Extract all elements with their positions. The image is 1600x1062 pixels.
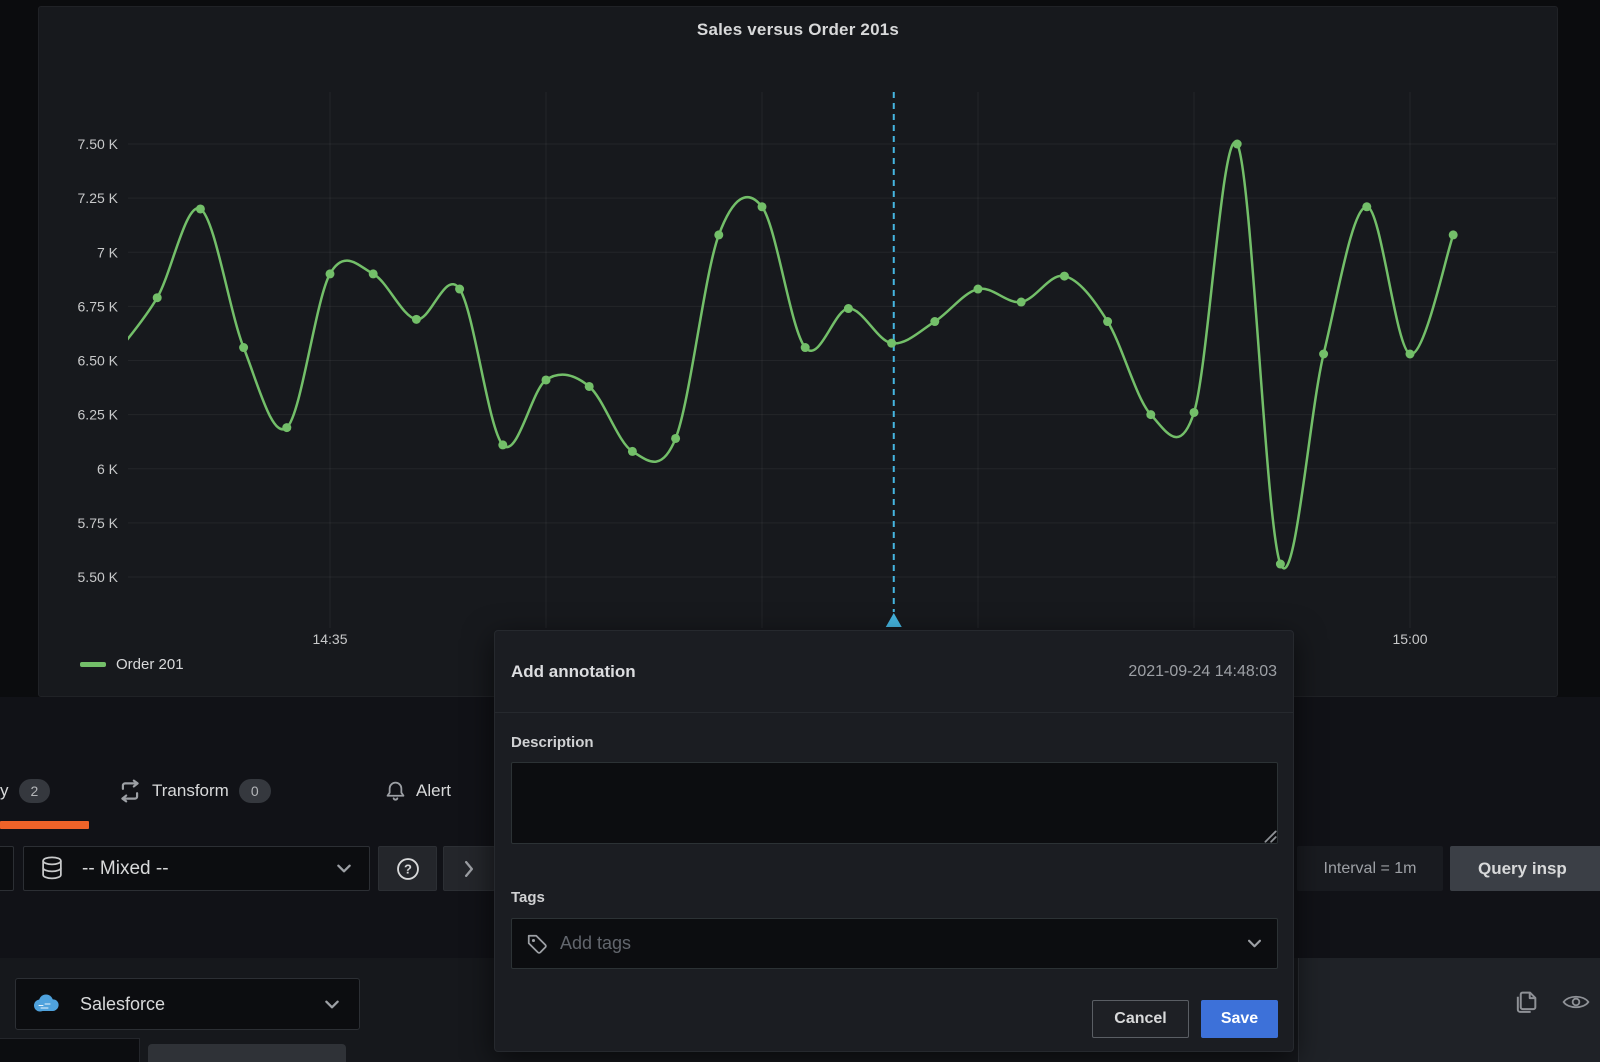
legend-series-label: Order 201 xyxy=(116,656,184,673)
database-icon xyxy=(40,855,64,883)
data-point xyxy=(714,230,724,240)
data-point xyxy=(1362,202,1372,212)
annotation-marker-arrow[interactable] xyxy=(885,613,902,627)
description-input[interactable] xyxy=(511,762,1278,844)
y-axis-tick-label: 7.25 K xyxy=(78,190,119,206)
clipped-control-bottom-left[interactable] xyxy=(0,1038,140,1062)
chart-panel xyxy=(38,6,1558,697)
chevron-down-icon xyxy=(325,1000,339,1009)
chart-canvas[interactable]: 7.50 K 7.25 K 7 K 6.75 K 6.50 K 6.25 K 6 K 5.75… xyxy=(0,0,1600,697)
active-tab-indicator xyxy=(0,821,89,829)
data-point xyxy=(411,314,421,324)
chevron-right-icon xyxy=(464,860,474,877)
datasource-picker-value: -- Mixed -- xyxy=(82,857,169,879)
y-axis-tick-label: 5.50 K xyxy=(78,569,119,585)
query-datasource-picker[interactable]: Salesforce xyxy=(15,978,360,1030)
tab-query-partial-label: y xyxy=(0,781,9,800)
data-point xyxy=(498,440,508,450)
data-point xyxy=(325,269,335,279)
data-point xyxy=(1232,139,1242,149)
data-point xyxy=(843,304,853,314)
y-axis-tick-label: 6.50 K xyxy=(78,353,119,369)
query-count-badge: 2 xyxy=(18,779,51,803)
salesforce-logo-icon xyxy=(30,992,62,1016)
expand-row-button[interactable] xyxy=(443,846,495,891)
data-point xyxy=(671,433,681,443)
hide-query-eye-icon[interactable] xyxy=(1562,992,1590,1012)
description-label: Description xyxy=(511,734,594,751)
legend-series-swatch xyxy=(80,662,106,667)
dialog-header: Add annotation 2021-09-24 14:48:03 xyxy=(495,631,1293,713)
tab-query-partial[interactable]: y 2 xyxy=(0,770,51,812)
data-point xyxy=(1146,410,1156,420)
datasource-help-button[interactable]: ? xyxy=(378,846,437,891)
transform-icon xyxy=(118,779,142,803)
y-axis-tick-label: 5.75 K xyxy=(78,515,119,531)
data-point xyxy=(887,338,897,348)
data-point xyxy=(239,343,249,353)
data-point xyxy=(368,269,378,279)
data-point xyxy=(1016,297,1026,307)
x-axis-tick-label: 14:35 xyxy=(312,631,347,647)
data-point xyxy=(800,343,810,353)
x-axis-tick-label: 15:00 xyxy=(1392,631,1427,647)
datasource-picker[interactable]: -- Mixed -- xyxy=(23,846,370,891)
data-point xyxy=(152,293,162,303)
dialog-title: Add annotation xyxy=(511,661,636,681)
clipped-panel-bottom xyxy=(148,1044,346,1062)
save-button[interactable]: Save xyxy=(1201,1000,1278,1038)
query-row-right-card xyxy=(1298,958,1600,1062)
help-circle-icon: ? xyxy=(395,856,421,882)
bell-icon xyxy=(385,780,406,802)
y-axis-tick-label: 6.75 K xyxy=(78,298,119,314)
y-axis-tick-label: 6.25 K xyxy=(78,407,119,423)
transform-count-badge: 0 xyxy=(238,779,271,803)
data-point xyxy=(1103,317,1113,327)
tab-transform[interactable]: Transform 0 xyxy=(118,770,271,812)
annotation-timestamp: 2021-09-24 14:48:03 xyxy=(1128,662,1277,680)
y-axis-tick-label: 6 K xyxy=(97,461,119,477)
interval-indicator: Interval = 1m xyxy=(1297,846,1443,891)
query-datasource-value: Salesforce xyxy=(80,993,166,1014)
data-point xyxy=(930,317,940,327)
query-inspector-button[interactable]: Query insp xyxy=(1450,846,1600,891)
tags-placeholder: Add tags xyxy=(560,933,632,953)
tags-label: Tags xyxy=(511,889,545,906)
duplicate-query-icon[interactable] xyxy=(1512,988,1540,1016)
series-line xyxy=(128,140,1455,570)
legend-item-order-201[interactable]: Order 201 xyxy=(80,656,184,673)
add-annotation-dialog: Add annotation 2021-09-24 14:48:03 Descr… xyxy=(494,630,1294,1052)
chevron-down-icon xyxy=(1248,939,1261,948)
data-point xyxy=(1059,271,1069,281)
data-point xyxy=(627,446,637,456)
clipped-control-left[interactable] xyxy=(0,846,14,891)
data-point xyxy=(282,423,292,433)
y-axis-tick-label: 7.50 K xyxy=(78,136,119,152)
data-point xyxy=(195,204,205,214)
tags-input[interactable]: Add tags xyxy=(511,918,1278,969)
data-point xyxy=(455,284,465,294)
y-axis-tick-label: 7 K xyxy=(97,244,119,260)
data-point xyxy=(1319,349,1329,359)
data-point xyxy=(973,284,983,294)
chevron-down-icon xyxy=(337,864,351,873)
tag-icon xyxy=(526,933,548,955)
data-point xyxy=(584,381,594,391)
data-point xyxy=(1275,559,1285,569)
svg-text:?: ? xyxy=(404,861,412,876)
data-point xyxy=(1448,230,1458,240)
panel-title: Sales versus Order 201s xyxy=(696,20,900,39)
tab-alert-label: Alert xyxy=(416,781,451,800)
tab-transform-label: Transform xyxy=(152,781,229,800)
data-point xyxy=(541,375,551,385)
data-point xyxy=(1189,407,1199,417)
cancel-button[interactable]: Cancel xyxy=(1092,1000,1189,1038)
data-point xyxy=(1405,349,1415,359)
tab-alert[interactable]: Alert xyxy=(385,770,451,812)
data-point xyxy=(757,202,767,212)
